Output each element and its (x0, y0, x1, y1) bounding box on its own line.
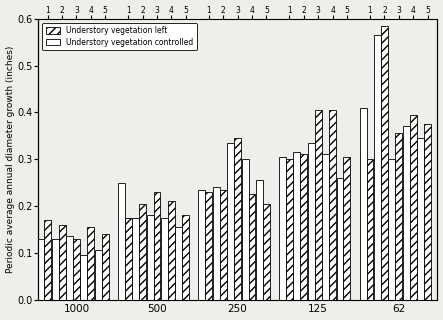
Bar (263, 204, 270, 300)
Bar (249, 194, 256, 300)
Bar (58, 225, 66, 300)
Bar (403, 126, 410, 300)
Bar (183, 215, 189, 300)
Bar (125, 218, 132, 300)
Bar (161, 218, 168, 300)
Bar (337, 178, 343, 300)
Bar (198, 189, 206, 300)
Y-axis label: Periodic average annual diameter growth (inches): Periodic average annual diameter growth … (6, 45, 15, 273)
Bar (95, 251, 102, 300)
Bar (389, 159, 395, 300)
Bar (322, 155, 329, 300)
Bar (206, 192, 212, 300)
Bar (168, 201, 175, 300)
Bar (381, 26, 388, 300)
Bar (343, 157, 350, 300)
Bar (87, 227, 94, 300)
Bar (175, 227, 183, 300)
Bar (417, 138, 424, 300)
Bar (213, 187, 220, 300)
Bar (329, 110, 336, 300)
Bar (286, 159, 293, 300)
Bar (300, 155, 307, 300)
Bar (374, 35, 381, 300)
Bar (410, 115, 416, 300)
Bar (147, 215, 154, 300)
Bar (395, 133, 402, 300)
Bar (227, 143, 234, 300)
Bar (279, 157, 286, 300)
Bar (241, 159, 249, 300)
Bar (293, 152, 300, 300)
Bar (154, 192, 160, 300)
Bar (220, 189, 227, 300)
Bar (132, 218, 139, 300)
Bar (139, 204, 146, 300)
Legend: Understory vegetation left, Understory vegetation controlled: Understory vegetation left, Understory v… (42, 22, 197, 51)
Bar (37, 239, 44, 300)
Bar (66, 236, 73, 300)
Bar (118, 182, 125, 300)
Bar (52, 239, 58, 300)
Bar (44, 220, 51, 300)
Bar (360, 108, 366, 300)
Bar (102, 234, 109, 300)
Bar (315, 110, 322, 300)
Bar (366, 159, 373, 300)
Bar (308, 143, 315, 300)
Bar (424, 124, 431, 300)
Bar (73, 239, 80, 300)
Bar (81, 255, 87, 300)
Bar (234, 138, 241, 300)
Bar (256, 180, 263, 300)
